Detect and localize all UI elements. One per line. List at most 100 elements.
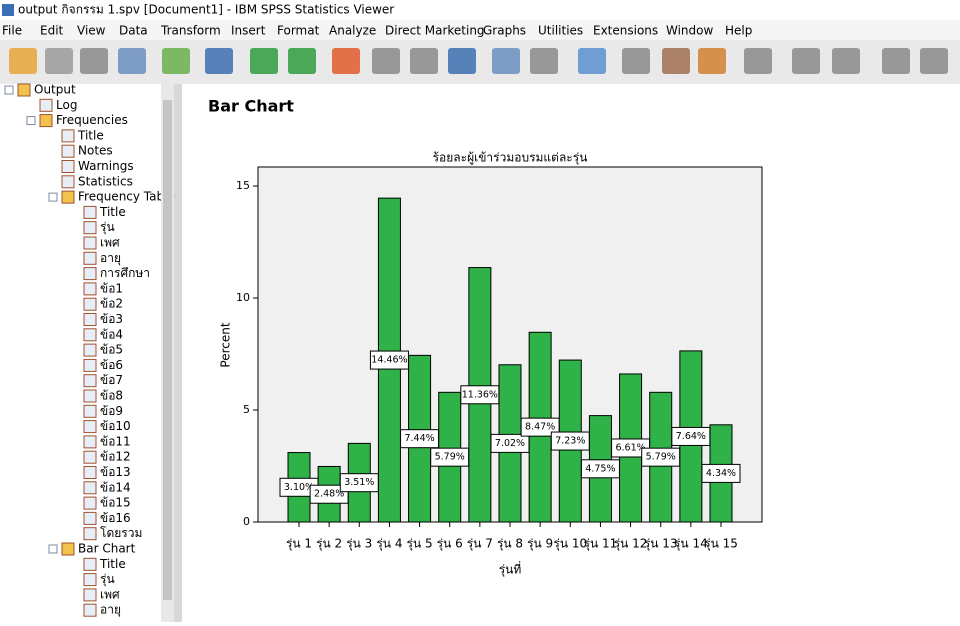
- node-icon[interactable]: [83, 313, 97, 326]
- outline-node[interactable]: ข้อ7: [100, 373, 123, 387]
- outline-node[interactable]: เพศ: [100, 236, 120, 250]
- menu-item[interactable]: Help: [725, 24, 752, 38]
- node-icon[interactable]: [83, 511, 97, 525]
- outline-node[interactable]: Warnings: [78, 159, 134, 173]
- toolbar-button[interactable]: [578, 48, 606, 74]
- menu-item[interactable]: Transform: [160, 24, 221, 38]
- outline-node[interactable]: ข้อ15: [100, 496, 131, 510]
- node-icon[interactable]: [83, 450, 97, 464]
- outline-node[interactable]: Title: [77, 128, 104, 142]
- node-icon[interactable]: [83, 282, 97, 296]
- node-icon[interactable]: [83, 588, 97, 602]
- outline-node[interactable]: ข้อ14: [100, 480, 131, 494]
- toolbar-button[interactable]: [288, 48, 316, 74]
- menu-item[interactable]: Data: [119, 24, 148, 38]
- toolbar-button[interactable]: [832, 48, 860, 74]
- toolbar-button[interactable]: [622, 48, 650, 74]
- toolbar-button[interactable]: [492, 48, 520, 74]
- outline-node[interactable]: ข้อ10: [100, 419, 131, 433]
- outline-node[interactable]: Title: [99, 205, 126, 219]
- toolbar-button[interactable]: [410, 48, 438, 74]
- node-icon[interactable]: [61, 144, 75, 158]
- toolbar-button[interactable]: [662, 48, 690, 74]
- outline-node[interactable]: รุ่น: [100, 572, 115, 587]
- node-icon[interactable]: [83, 358, 97, 372]
- node-icon[interactable]: [61, 542, 75, 556]
- node-icon[interactable]: [83, 221, 97, 235]
- outline-node[interactable]: อายุ: [100, 603, 121, 618]
- node-icon[interactable]: [83, 374, 97, 388]
- outline-node[interactable]: ข้อ8: [100, 389, 123, 403]
- toolbar-button[interactable]: [45, 48, 73, 74]
- outline-node[interactable]: ข้อ5: [100, 343, 123, 357]
- outline-node[interactable]: การศึกษา: [100, 266, 150, 280]
- menu-item[interactable]: Window: [666, 24, 714, 38]
- node-icon[interactable]: [83, 205, 97, 219]
- toolbar-button[interactable]: [80, 48, 108, 74]
- toolbar-button[interactable]: [744, 48, 772, 74]
- node-icon[interactable]: [61, 175, 75, 189]
- outline-node[interactable]: Bar Chart: [78, 542, 136, 556]
- node-icon[interactable]: [83, 573, 97, 587]
- scroll-thumb[interactable]: [163, 100, 172, 600]
- node-icon[interactable]: [83, 343, 97, 357]
- outline-node[interactable]: Log: [56, 98, 77, 112]
- expander[interactable]: [48, 544, 58, 554]
- outline-node[interactable]: Output: [34, 83, 76, 97]
- outline-node[interactable]: Frequencies: [56, 113, 128, 127]
- expander[interactable]: [4, 85, 14, 95]
- menu-item[interactable]: Edit: [40, 24, 64, 38]
- node-icon[interactable]: [83, 466, 97, 479]
- outline-node[interactable]: ข้อ4: [100, 327, 123, 341]
- node-icon[interactable]: [83, 435, 97, 449]
- node-icon[interactable]: [83, 297, 97, 311]
- toolbar-button[interactable]: [792, 48, 820, 74]
- outline-node[interactable]: ข้อ12: [100, 450, 131, 464]
- node-icon[interactable]: [83, 496, 97, 510]
- node-icon[interactable]: [83, 236, 97, 250]
- node-icon[interactable]: [83, 420, 97, 434]
- node-icon[interactable]: [83, 251, 97, 265]
- outline-node[interactable]: ข้อ13: [100, 465, 131, 479]
- node-icon[interactable]: [83, 404, 97, 418]
- outline-node[interactable]: Notes: [78, 144, 113, 158]
- node-icon[interactable]: [61, 160, 75, 173]
- outline-node[interactable]: ข้อ3: [100, 312, 123, 326]
- node-icon[interactable]: [39, 114, 53, 128]
- menu-item[interactable]: Direct Marketing: [385, 24, 485, 38]
- outline-node[interactable]: Frequency Table: [78, 190, 175, 204]
- outline-node[interactable]: เพศ: [100, 587, 120, 601]
- outline-node[interactable]: ข้อ6: [100, 358, 123, 372]
- menu-item[interactable]: Utilities: [538, 24, 583, 38]
- node-icon[interactable]: [83, 603, 97, 617]
- expander[interactable]: [48, 192, 58, 202]
- outline-node[interactable]: ข้อ11: [100, 434, 131, 448]
- outline-node[interactable]: Title: [99, 557, 126, 571]
- menu-item[interactable]: Format: [277, 24, 320, 38]
- node-icon[interactable]: [83, 481, 97, 495]
- outline-node[interactable]: ข้อ2: [100, 297, 123, 311]
- toolbar-button[interactable]: [250, 48, 278, 74]
- node-icon[interactable]: [83, 557, 97, 571]
- menu-item[interactable]: Analyze: [329, 24, 376, 38]
- toolbar-button[interactable]: [882, 48, 910, 74]
- toolbar-button[interactable]: [162, 48, 190, 74]
- node-icon[interactable]: [39, 98, 53, 112]
- outline-node[interactable]: ข้อ1: [100, 281, 123, 295]
- toolbar-button[interactable]: [530, 48, 558, 74]
- toolbar-button[interactable]: [920, 48, 948, 74]
- node-icon[interactable]: [61, 190, 75, 204]
- node-icon[interactable]: [83, 389, 97, 403]
- node-icon[interactable]: [83, 527, 97, 541]
- toolbar-button[interactable]: [118, 48, 146, 74]
- menu-item[interactable]: Graphs: [483, 24, 526, 38]
- toolbar-button[interactable]: [448, 48, 476, 74]
- node-icon[interactable]: [83, 328, 97, 342]
- outline-node[interactable]: ข้อ9: [100, 404, 123, 418]
- outline-node[interactable]: อายุ: [100, 251, 121, 266]
- menu-item[interactable]: Extensions: [593, 24, 658, 38]
- outline-node[interactable]: ข้อ16: [100, 511, 131, 525]
- node-icon[interactable]: [61, 129, 75, 143]
- menu-item[interactable]: File: [2, 24, 22, 38]
- menu-item[interactable]: Insert: [231, 24, 266, 38]
